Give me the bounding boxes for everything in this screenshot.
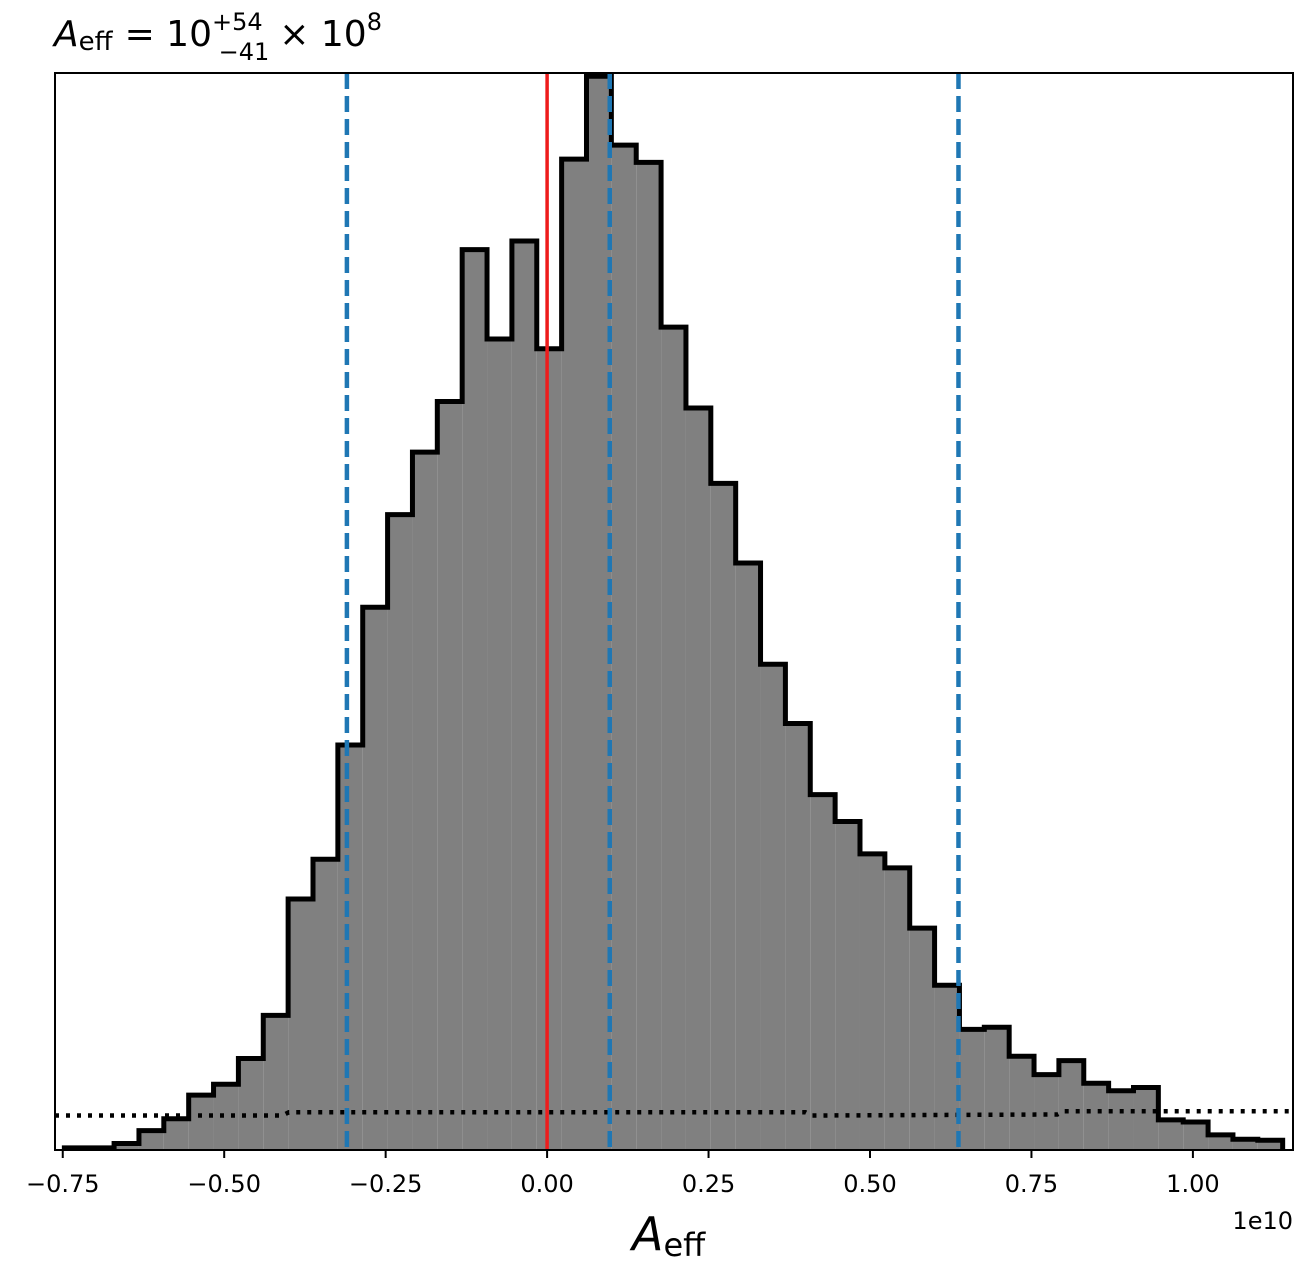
histogram-bar: [487, 339, 512, 1150]
histogram-layer: [61, 73, 1286, 1150]
histogram-bar: [412, 452, 438, 1150]
histogram-bar: [859, 853, 885, 1150]
histogram-bar: [661, 327, 686, 1150]
histogram-bar: [835, 821, 860, 1150]
histogram-bar: [337, 745, 363, 1150]
chart-title-exp: 8: [367, 8, 382, 36]
x-tick-label: 1.00: [1166, 1170, 1219, 1198]
chart-title: Aeff = 10+54 −41 × 108: [52, 8, 382, 66]
x-tick-label: 0.50: [843, 1170, 896, 1198]
x-tick-label: 0.75: [1005, 1170, 1058, 1198]
histogram-bar: [1058, 1060, 1084, 1150]
histogram-bar: [511, 241, 537, 1150]
x-tick-label: 0.25: [682, 1170, 735, 1198]
histogram-bar: [959, 1029, 985, 1150]
histogram-bar: [1108, 1090, 1134, 1150]
histogram-bar: [810, 794, 836, 1150]
histogram-bar: [586, 76, 612, 1150]
histogram-bar: [288, 899, 313, 1150]
x-ticks-layer: −0.75 −0.50 −0.25 0.00 0.25 0.50 0.75 1.00: [26, 1150, 1220, 1198]
histogram-bar: [263, 1015, 289, 1150]
histogram-bar: [785, 723, 811, 1150]
histogram-bar: [188, 1095, 214, 1150]
chart-title-symbol-sub: eff: [79, 27, 114, 57]
histogram-bar: [114, 1143, 139, 1150]
histogram-bar: [238, 1058, 264, 1150]
histogram-bar: [1009, 1056, 1035, 1150]
reference-lines-layer: [344, 73, 961, 1150]
x-tick-label: −0.75: [26, 1170, 100, 1198]
x-offset-label: 1e10: [1232, 1207, 1293, 1235]
histogram-bar: [312, 859, 338, 1150]
x-tick-label: 0.00: [520, 1170, 573, 1198]
chart-title-times: × 10: [279, 14, 366, 55]
x-tick-label: −0.50: [187, 1170, 261, 1198]
histogram-bar: [1133, 1087, 1159, 1150]
x-axis-label-symbol: A: [629, 1207, 663, 1261]
histogram-bar: [735, 563, 761, 1150]
histogram-bar: [362, 607, 388, 1150]
histogram-bar: [884, 867, 910, 1150]
histogram-outline: [61, 73, 1286, 1150]
chart-title-equals: = 10: [125, 14, 212, 55]
histogram-bar: [984, 1027, 1010, 1150]
histogram-bar: [138, 1130, 164, 1150]
x-axis-label-sub: eff: [663, 1226, 706, 1264]
x-tick-label: −0.25: [349, 1170, 423, 1198]
histogram-bar: [685, 407, 711, 1150]
histogram-bar: [561, 159, 587, 1150]
histogram-bar: [462, 249, 488, 1150]
histogram-bar: [437, 401, 463, 1150]
histogram-bar: [387, 514, 413, 1150]
histogram-bar: [636, 162, 662, 1150]
histogram-bar: [934, 985, 960, 1150]
chart-title-sup: +54: [212, 8, 263, 36]
x-axis-label: Aeff: [629, 1207, 706, 1264]
histogram-bar: [1083, 1083, 1109, 1150]
histogram-bar: [163, 1118, 189, 1150]
histogram-bar: [536, 348, 562, 1150]
axes-frame: [54, 72, 1294, 1151]
histogram-bar: [710, 483, 736, 1150]
histogram-bar: [760, 664, 786, 1150]
chart-title-symbol: A: [52, 14, 79, 55]
chart-title-sub: −41: [219, 38, 270, 66]
histogram-bar: [1257, 1140, 1283, 1150]
histogram-bar: [1232, 1139, 1258, 1150]
histogram-bar: [1208, 1134, 1233, 1150]
histogram-bar: [1183, 1121, 1209, 1150]
histogram-bar: [1158, 1119, 1184, 1150]
histogram-bar: [611, 145, 637, 1150]
